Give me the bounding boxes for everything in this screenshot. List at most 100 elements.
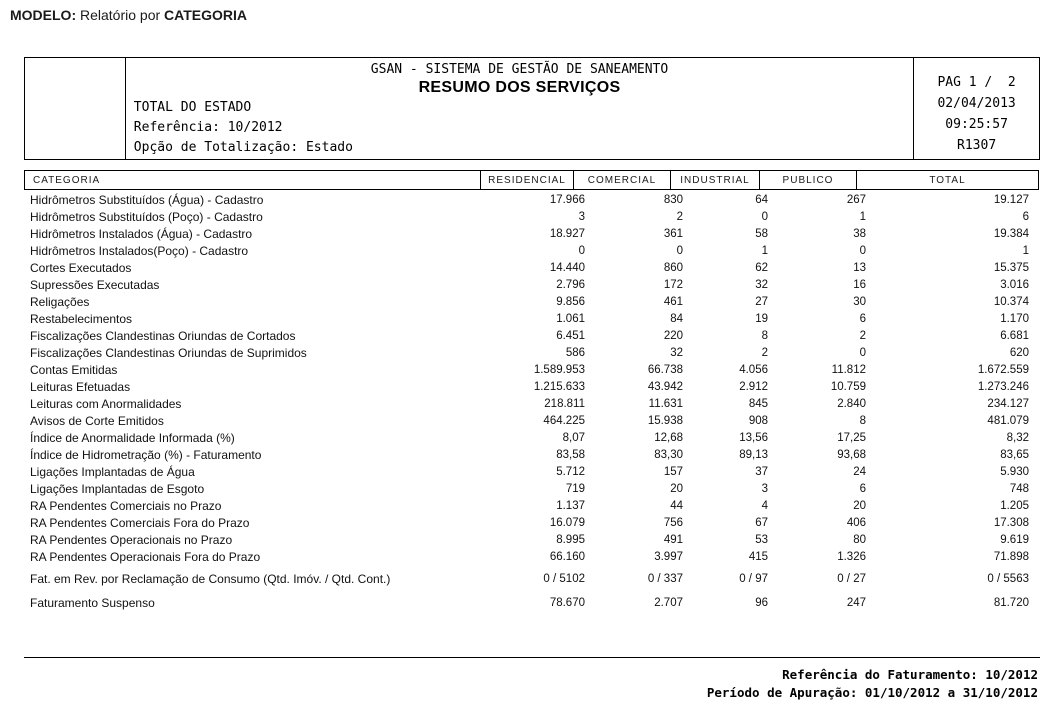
row-label: Leituras com Anormalidades	[30, 396, 182, 411]
cell-total: 8,32	[1006, 431, 1029, 444]
cell-comercial: 830	[663, 193, 683, 206]
table-row: RA Pendentes Comerciais Fora do Prazo 16.…	[24, 514, 1040, 531]
table-row: Cortes Executados 14.440 860 62 13 15.375	[24, 259, 1040, 276]
cell-comercial: 84	[670, 312, 683, 325]
row-label: Supressões Executadas	[30, 277, 160, 292]
cell-comercial: 66.738	[647, 363, 683, 376]
row-label: RA Pendentes Operacionais Fora do Prazo	[30, 549, 261, 564]
cell-residencial: 5.712	[556, 465, 585, 478]
cell-industrial: 19	[755, 312, 768, 325]
footer-divider	[24, 657, 1040, 658]
row-label: RA Pendentes Operacionais no Prazo	[30, 532, 233, 547]
cell-industrial: 2	[761, 346, 768, 359]
cell-publico: 6	[859, 482, 866, 495]
cell-comercial: 361	[663, 227, 683, 240]
cell-comercial: 756	[663, 516, 683, 529]
cell-total: 83,65	[1000, 448, 1029, 461]
row-label: Avisos de Corte Emitidos	[30, 413, 164, 428]
cell-industrial: 2.912	[739, 380, 768, 393]
cell-industrial: 27	[755, 295, 768, 308]
cell-residencial: 6.451	[556, 329, 585, 342]
cell-residencial: 0	[578, 244, 585, 257]
model-category: CATEGORIA	[164, 7, 248, 23]
cell-comercial: 0	[676, 244, 683, 257]
report-header-pageinfo: PAG 1 / 2 02/04/2013 09:25:57 R1307	[913, 58, 1039, 159]
model-label: MODELO:	[10, 7, 77, 23]
cell-comercial: 43.942	[647, 380, 683, 393]
row-label: Leituras Efetuadas	[30, 379, 131, 394]
cell-comercial: 11.631	[648, 397, 683, 410]
report-scope: TOTAL DO ESTADO	[133, 100, 252, 115]
cell-industrial: 13,56	[739, 431, 768, 444]
cell-total: 10.374	[993, 295, 1029, 308]
cell-comercial: 2.707	[654, 596, 683, 609]
cell-total: 5.930	[1000, 465, 1029, 478]
column-header-total: TOTAL	[856, 170, 1039, 190]
table-row: Leituras com Anormalidades 218.811 11.631 8…	[24, 395, 1040, 412]
cell-comercial: 3.997	[654, 550, 683, 563]
cell-publico: 1.326	[837, 550, 866, 563]
table-row: Religações 9.856 461 27 30 10.374	[24, 293, 1040, 310]
table-row: RA Pendentes Comerciais no Prazo 1.137 44 4…	[24, 497, 1040, 514]
cell-residencial: 218.811	[544, 397, 585, 410]
model-text: Relatório por	[76, 7, 165, 23]
cell-publico: 20	[853, 499, 866, 512]
table-row: Fiscalizações Clandestinas Oriundas de C…	[24, 327, 1040, 344]
table-row: Supressões Executadas 2.796 172 32 16 3.016	[24, 276, 1040, 293]
report-date: 02/04/2013	[937, 96, 1016, 111]
report-code: R1307	[957, 138, 997, 153]
cell-publico: 30	[853, 295, 866, 308]
cell-residencial: 464.225	[543, 414, 585, 427]
cell-comercial: 44	[670, 499, 683, 512]
cell-publico: 16	[853, 278, 866, 291]
cell-comercial: 2	[676, 210, 683, 223]
cell-industrial: 58	[755, 227, 768, 240]
cell-industrial: 3	[761, 482, 768, 495]
cell-industrial: 67	[755, 516, 768, 529]
cell-comercial: 32	[670, 346, 683, 359]
row-label: RA Pendentes Comerciais no Prazo	[30, 498, 222, 513]
cell-industrial: 89,13	[739, 448, 768, 461]
cell-comercial: 491	[663, 533, 683, 546]
cell-total: 620	[1009, 346, 1029, 359]
cell-industrial: 908	[748, 414, 768, 427]
cell-industrial: 32	[755, 278, 768, 291]
cell-comercial: 860	[663, 261, 683, 274]
cell-industrial: 96	[755, 596, 768, 609]
report-time: 09:25:57	[945, 117, 1008, 132]
report-reference: Referência: 10/2012	[133, 120, 283, 135]
cell-total: 1.273.246	[977, 380, 1029, 393]
table-row: Índice de Hidrometração (%) - Faturament…	[24, 446, 1040, 463]
cell-publico: 93,68	[837, 448, 866, 461]
system-title: GSAN - SISTEMA DE GESTÃO DE SANEAMENTO	[370, 62, 669, 77]
cell-publico: 80	[853, 533, 866, 546]
cell-publico: 0	[859, 244, 866, 257]
cell-residencial: 18.927	[549, 227, 585, 240]
column-header-comercial: COMERCIAL	[573, 170, 671, 190]
cell-comercial: 172	[663, 278, 683, 291]
table-row: Hidrômetros Instalados(Poço) - Cadastro 0…	[24, 242, 1040, 259]
table-row: Leituras Efetuadas 1.215.633 43.942 2.912 10…	[24, 378, 1040, 395]
cell-comercial: 220	[663, 329, 683, 342]
cell-industrial: 0	[761, 210, 768, 223]
cell-residencial: 14.440	[549, 261, 585, 274]
cell-publico: 24	[853, 465, 866, 478]
cell-publico: 1	[859, 210, 866, 223]
cell-total: 17.308	[993, 516, 1029, 529]
cell-publico: 8	[859, 414, 866, 427]
cell-publico: 10.759	[830, 380, 866, 393]
row-label: Religações	[30, 294, 90, 309]
cell-publico: 6	[859, 312, 866, 325]
row-label: Ligações Implantadas de Água	[30, 464, 195, 479]
table-row: RA Pendentes Operacionais no Prazo 8.995 4…	[24, 531, 1040, 548]
cell-residencial: 66.160	[549, 550, 585, 563]
row-label: Índice de Hidrometração (%) - Faturament…	[30, 447, 262, 462]
cell-industrial: 845	[748, 397, 768, 410]
cell-industrial: 4.056	[739, 363, 768, 376]
column-header-industrial: INDUSTRIAL	[670, 170, 760, 190]
cell-comercial: 0 / 337	[647, 572, 683, 585]
cell-total: 1.170	[1000, 312, 1029, 325]
cell-residencial: 586	[565, 346, 585, 359]
model-title: MODELO: Relatório por CATEGORIA	[10, 7, 247, 23]
table-row: Hidrômetros Substituídos (Água) - Cadast…	[24, 191, 1040, 208]
